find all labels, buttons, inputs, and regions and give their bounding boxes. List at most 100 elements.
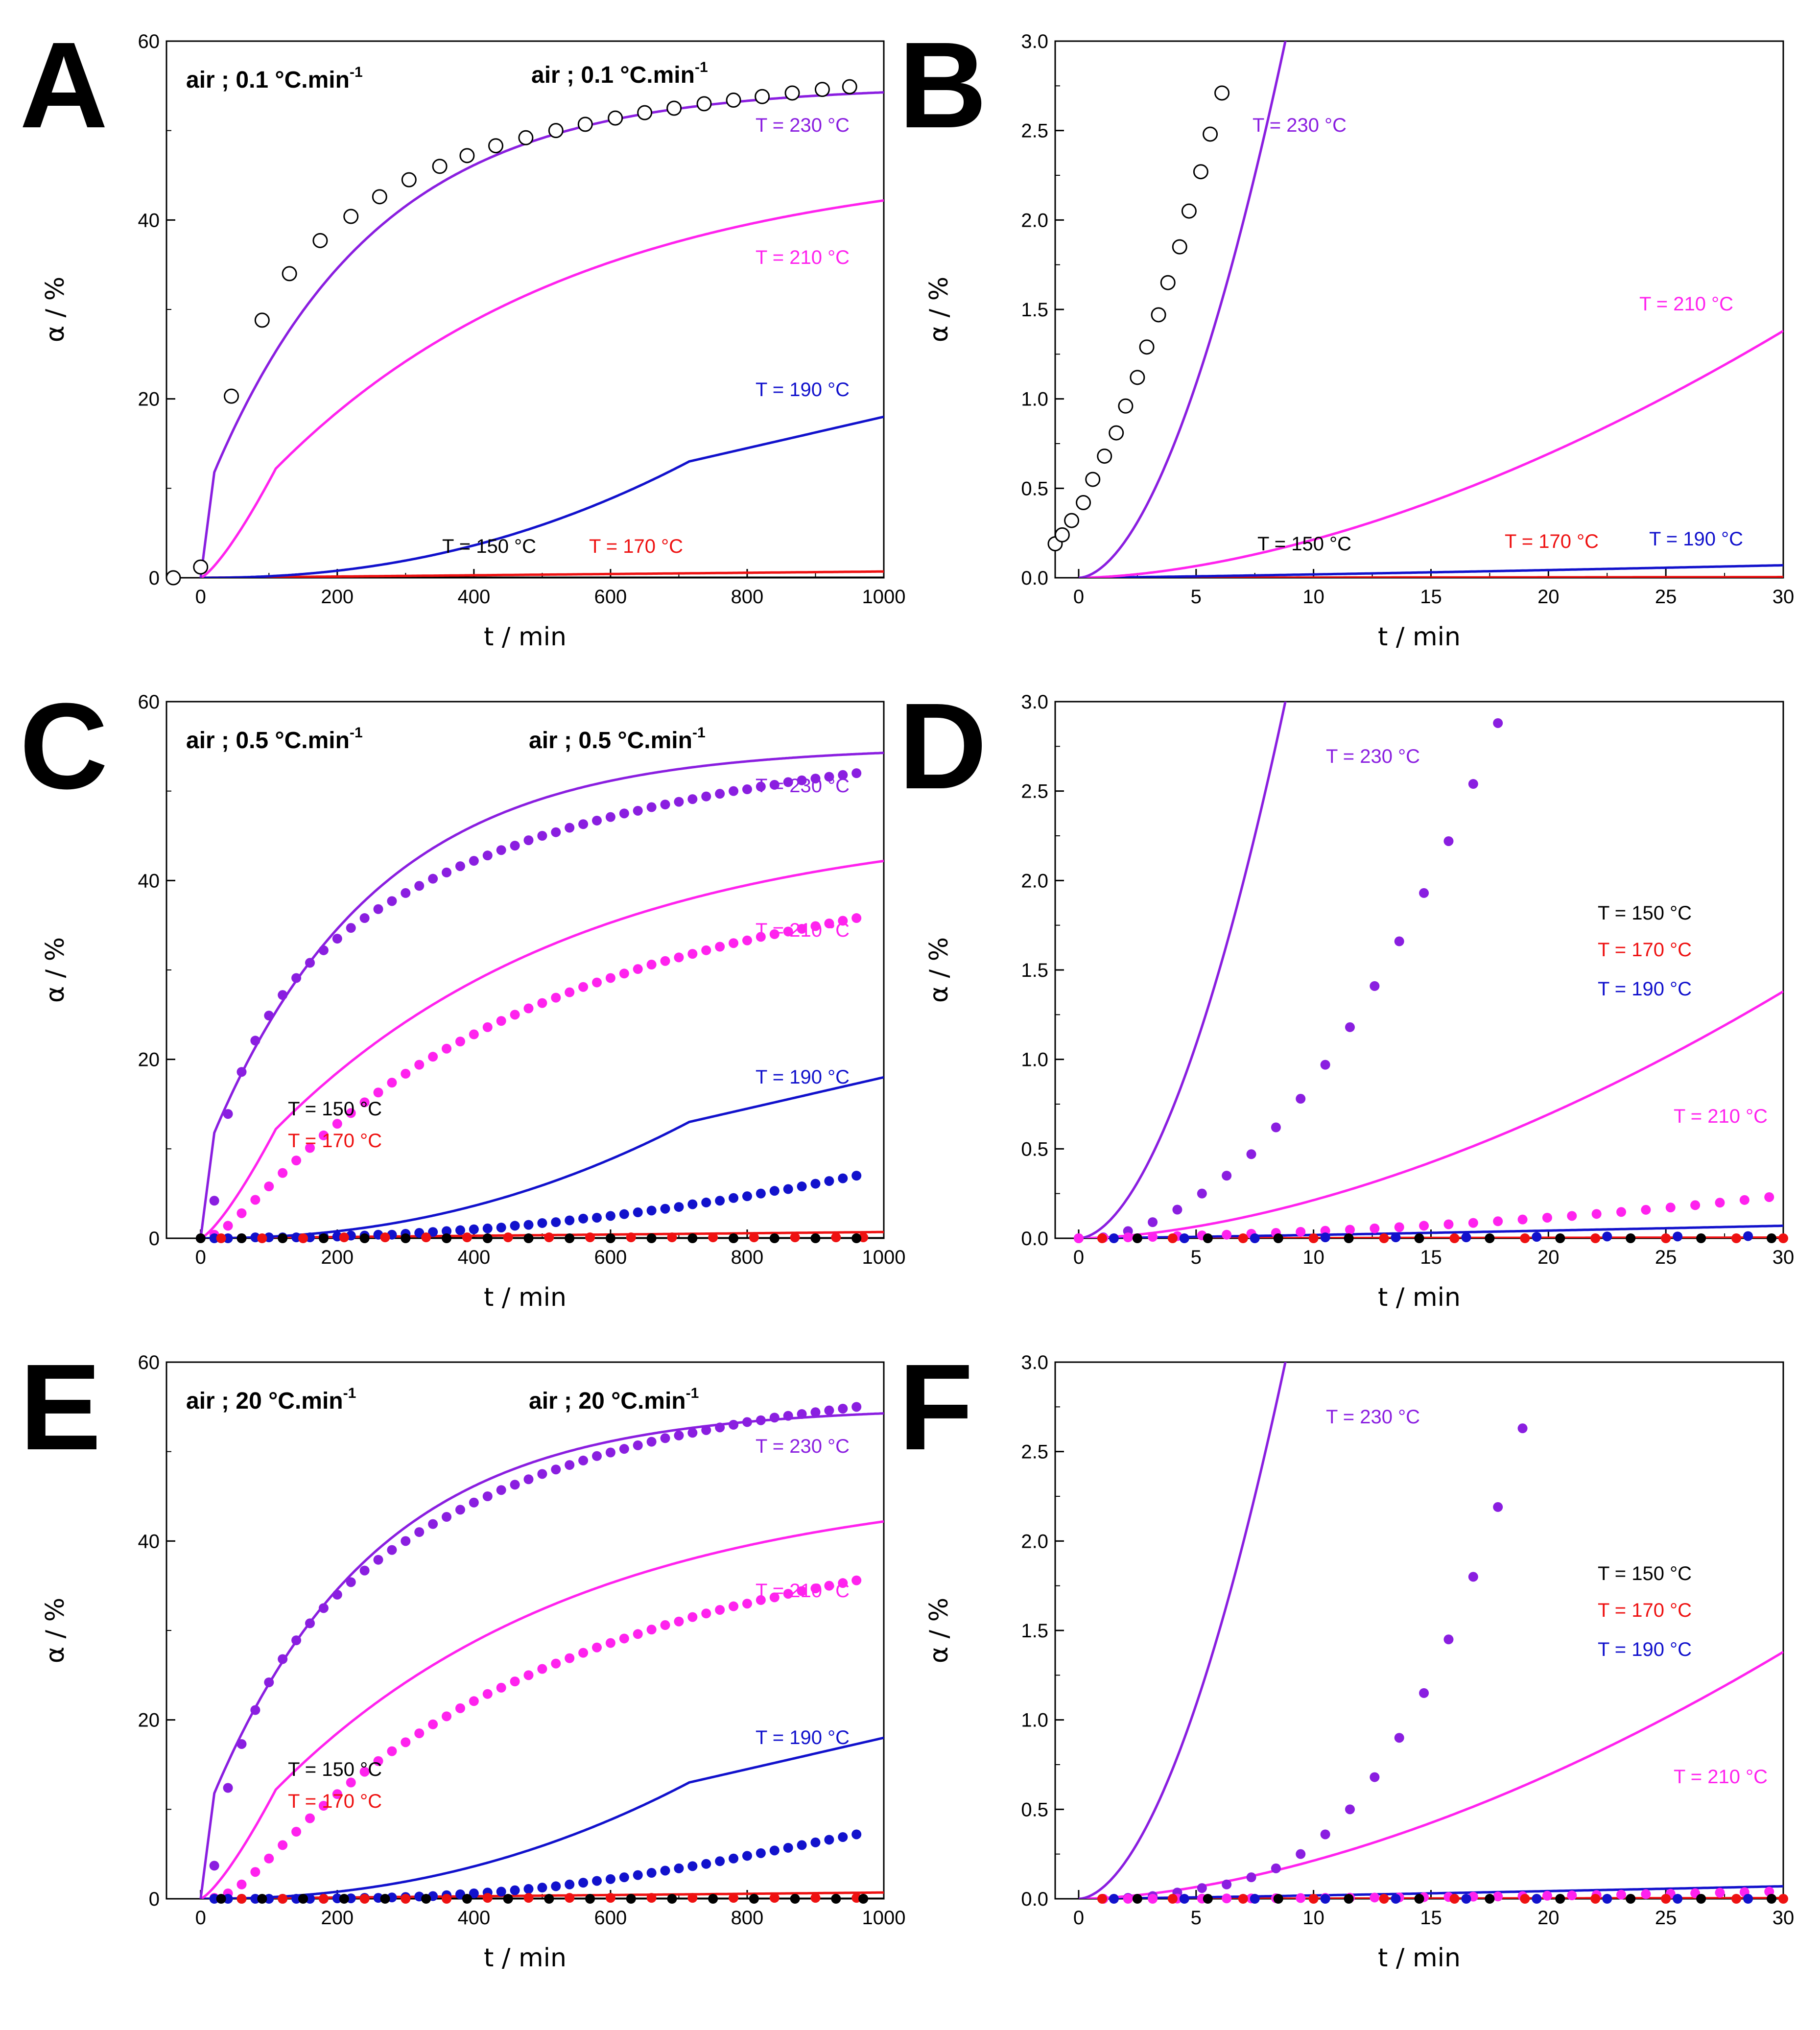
data-point	[1123, 1232, 1133, 1243]
x-tick-label: 200	[321, 586, 354, 608]
data-point	[858, 1894, 869, 1904]
x-tick-label: 0	[195, 1907, 206, 1929]
data-point	[236, 1879, 247, 1889]
data-point	[1626, 1233, 1636, 1243]
data-point	[1148, 1232, 1158, 1242]
data-point	[667, 1232, 677, 1243]
series-label-t190: T = 190 °C	[1598, 1639, 1692, 1660]
x-tick-label: 5	[1191, 1907, 1202, 1929]
data-point	[810, 921, 821, 931]
series-label-t150: T = 150 °C	[288, 1759, 382, 1780]
data-point	[585, 1894, 595, 1904]
data-point	[1345, 1022, 1355, 1032]
data-point	[1203, 1233, 1213, 1243]
data-point	[1602, 1894, 1612, 1904]
data-point	[715, 1605, 725, 1615]
x-tick-label: 400	[457, 1247, 490, 1268]
data-point	[729, 1233, 739, 1243]
data-point	[1567, 1890, 1577, 1901]
data-point	[742, 1191, 752, 1202]
data-point	[414, 1728, 425, 1739]
data-point	[797, 1586, 807, 1596]
data-point	[537, 1883, 547, 1893]
data-point	[318, 945, 329, 955]
series-label-t230: T = 230 °C	[756, 1436, 850, 1457]
data-point	[264, 1181, 274, 1192]
data-point	[488, 138, 504, 154]
x-tick-label: 0	[195, 586, 206, 608]
condition-label: air ; 0.1 °C.min-1	[531, 59, 708, 88]
data-point	[401, 172, 417, 188]
data-point	[339, 1894, 349, 1904]
data-point	[637, 105, 653, 120]
data-point	[1715, 1888, 1725, 1898]
data-point	[223, 1894, 233, 1904]
data-point	[282, 266, 297, 282]
data-point	[810, 1837, 821, 1847]
data-point	[1345, 1225, 1355, 1235]
data-point	[1391, 1232, 1401, 1243]
model-curve-t210	[1079, 990, 1783, 1238]
data-point	[729, 1601, 739, 1611]
data-point	[646, 1893, 657, 1903]
data-point	[1461, 1232, 1471, 1243]
data-point	[209, 1233, 219, 1243]
data-point	[1673, 1894, 1683, 1904]
data-point	[510, 1885, 520, 1895]
data-point	[518, 130, 534, 145]
data-point	[1064, 513, 1080, 528]
data-point	[1222, 1171, 1232, 1181]
model-curve-t230	[1078, 41, 1287, 578]
y-axis-title: α / %	[924, 937, 954, 1003]
data-point	[1370, 1892, 1380, 1903]
data-point	[667, 1894, 677, 1904]
data-point	[1641, 1204, 1651, 1215]
marker-series-t190	[1109, 1231, 1753, 1243]
panel-letter: B	[898, 17, 987, 153]
data-point	[1715, 1198, 1725, 1208]
data-point	[332, 1119, 342, 1129]
model-curve-t210	[1079, 330, 1783, 578]
data-point	[236, 1208, 247, 1218]
data-point	[851, 1171, 862, 1181]
y-tick-label: 20	[138, 1049, 160, 1071]
data-point	[674, 952, 684, 963]
model-curves	[1078, 41, 1783, 578]
x-tick-label: 0	[1073, 586, 1084, 608]
data-point	[729, 1853, 739, 1864]
data-point	[496, 1016, 506, 1026]
data-point	[236, 1067, 247, 1077]
y-tick-label: 2.0	[1021, 870, 1048, 892]
data-point	[660, 1620, 670, 1630]
data-point	[851, 1829, 862, 1840]
data-point	[851, 1575, 862, 1585]
data-point	[254, 312, 270, 328]
data-point	[810, 1233, 821, 1243]
data-point	[482, 1893, 493, 1903]
y-tick-label: 1.0	[1021, 1710, 1048, 1731]
data-point	[592, 1642, 602, 1652]
data-point	[523, 1233, 534, 1243]
x-tick-label: 1000	[862, 1907, 906, 1929]
data-point	[701, 1859, 711, 1869]
data-point	[660, 1204, 670, 1214]
data-point	[482, 1233, 493, 1243]
marker-series-t170	[216, 1232, 869, 1243]
y-tick-label: 1.5	[1021, 1620, 1048, 1642]
data-point	[1673, 1231, 1683, 1242]
data-point	[851, 1233, 862, 1243]
data-point	[1296, 1227, 1306, 1237]
data-point	[359, 1233, 370, 1243]
data-point	[523, 1893, 534, 1903]
data-point	[442, 1894, 452, 1904]
condition-label: air ; 0.5 °C.min-1	[186, 725, 363, 754]
model-curves	[1078, 702, 1783, 1238]
data-point	[783, 1589, 793, 1599]
x-tick-label: 5	[1191, 1247, 1202, 1268]
series-label-t230: T = 230 °C	[1326, 746, 1420, 767]
data-point	[359, 1565, 370, 1576]
data-point	[646, 1868, 657, 1878]
data-point	[783, 1184, 793, 1194]
data-point	[1419, 1688, 1429, 1698]
y-tick-label: 0.5	[1021, 478, 1048, 499]
